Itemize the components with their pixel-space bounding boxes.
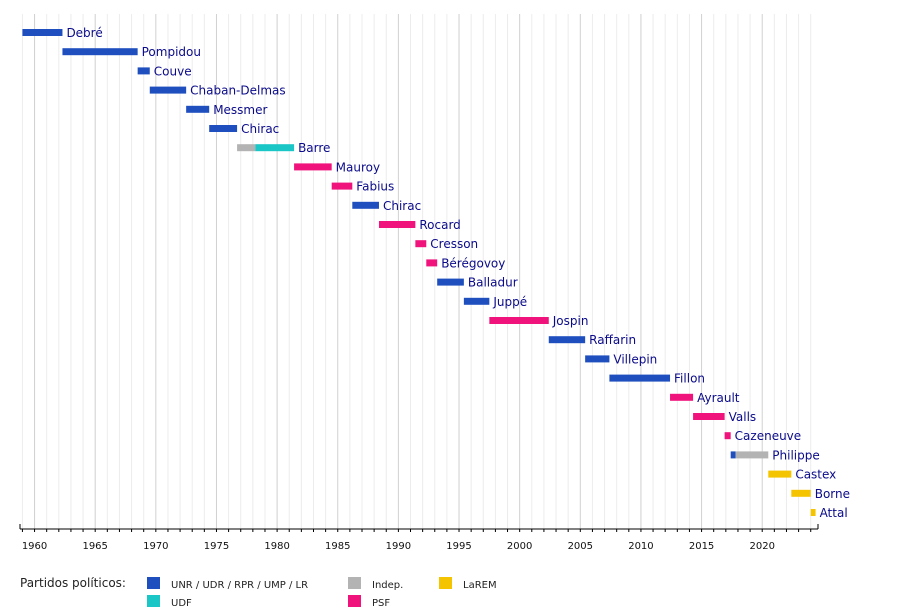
x-tick-label-5: 1985 [325,541,350,552]
pm-label-15: Jospin [552,314,589,328]
bar-2-0 [137,67,150,75]
pm-label-7: Mauroy [336,160,380,174]
legend-label-psf: PSF [372,598,390,609]
legend-swatch-larem [439,577,452,589]
bar-7-0 [294,163,332,171]
pm-label-8: Fabius [356,180,394,194]
bar-15-0 [489,317,549,324]
legend-swatch-udf [147,595,160,607]
pm-label-20: Valls [729,410,757,424]
bar-19-0 [670,393,694,401]
bar-10-0 [378,221,416,228]
pm-label-4: Messmer [213,103,267,117]
x-tick-label-10: 2010 [628,541,653,552]
bar-8-0 [331,182,353,190]
pm-label-0: Debré [66,26,102,40]
bar-22-1 [735,451,769,459]
legend-label-right: UNR / UDR / RPR / UMP / LR [171,580,308,591]
pm-label-3: Chaban-Delmas [190,84,285,98]
bars [22,29,816,516]
x-tick-label-3: 1975 [204,541,229,552]
x-tick-label-2: 1970 [143,541,168,552]
bar-13-0 [437,278,464,286]
pm-label-25: Attal [820,506,848,520]
x-tick-label-0: 1960 [22,541,47,552]
pm-label-2: Couve [154,64,192,78]
bar-20-0 [693,413,725,420]
bar-18-0 [609,374,671,382]
bar-6-1 [255,144,295,152]
bar-22-0 [730,451,736,459]
bar-3-0 [149,86,187,94]
bar-1-0 [62,48,138,56]
pm-label-11: Cresson [430,237,478,251]
bar-23-0 [768,470,792,478]
bar-6-0 [237,144,256,152]
bar-9-0 [352,201,379,209]
bar-25-0 [810,509,816,516]
grid-lines [21,14,812,529]
legend-swatch-right [147,577,160,589]
x-tick-label-12: 2020 [749,541,774,552]
bar-5-0 [209,125,238,132]
x-tick-label-7: 1995 [446,541,471,552]
x-tick-label-4: 1980 [264,541,289,552]
legend-label-indep: Indep. [372,580,403,591]
bar-14-0 [463,297,490,305]
pm-label-1: Pompidou [142,45,201,59]
x-tick-label-8: 2000 [507,541,532,552]
bar-12-0 [426,259,438,267]
bar-16-0 [548,336,586,344]
pm-label-9: Chirac [383,199,421,213]
legend-title: Partidos políticos: [20,576,126,590]
pm-label-21: Cazeneuve [735,429,802,443]
legend-label-udf: UDF [171,598,192,609]
bar-24-0 [791,489,811,497]
pm-label-13: Balladur [468,276,518,290]
bar-17-0 [585,355,610,363]
pm-label-24: Borne [815,487,850,501]
bar-4-0 [186,105,210,113]
legend-swatch-indep [348,577,361,589]
bar-21-0 [724,432,731,440]
x-tick-label-11: 2015 [689,541,714,552]
legend-swatch-psf [348,595,361,607]
pm-label-6: Barre [298,141,330,155]
pm-label-10: Rocard [419,218,460,232]
pm-label-5: Chirac [241,122,279,136]
pm-labels: Debré Pompidou Couve Chaban-Delmas Messmer Ch… [66,26,850,520]
pm-label-14: Juppé [492,295,527,309]
x-tick-label-9: 2005 [568,541,593,552]
pm-label-12: Bérégovoy [441,256,505,270]
bar-11-0 [415,240,427,248]
pm-label-17: Villepin [613,352,657,366]
pm-label-16: Raffarin [589,333,636,347]
x-tick-label-1: 1965 [82,541,107,552]
pm-label-22: Philippe [772,448,819,462]
legend-label-larem: LaREM [463,580,497,591]
pm-label-19: Ayrault [697,391,740,405]
bar-0-0 [22,29,63,36]
x-axis: 1960 1965 1970 1975 1980 1985 1990 1995 2000 2005… [19,524,819,552]
pm-label-23: Castex [795,468,836,482]
pm-label-18: Fillon [674,372,705,386]
legend: Partidos políticos: UNR / UDR / RPR / UMP… [20,576,497,609]
x-tick-label-6: 1990 [386,541,411,552]
